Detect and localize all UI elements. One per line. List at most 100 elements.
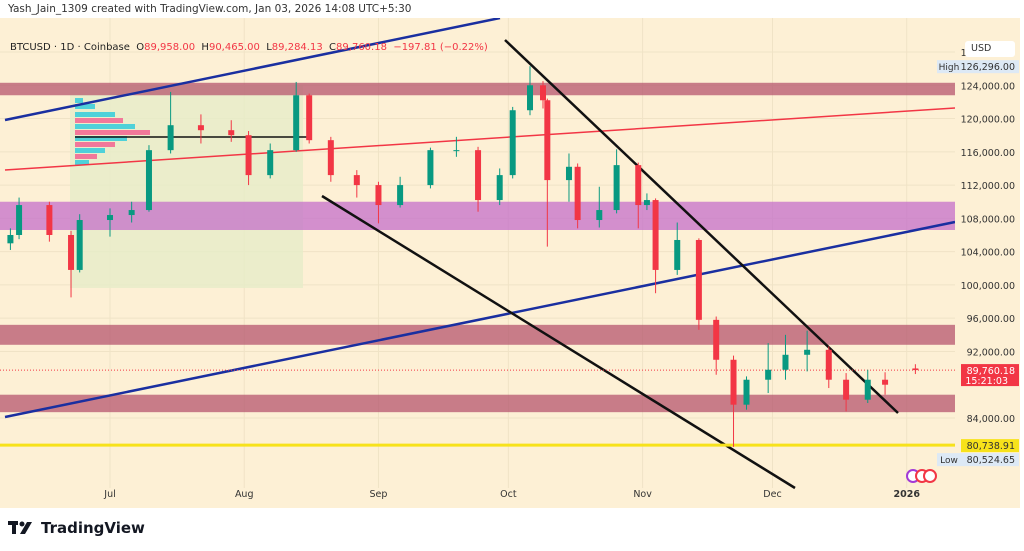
y-tick-label: 92,000.00	[967, 347, 1015, 358]
price-label: 89,760.18	[967, 366, 1015, 377]
price-label-bg	[961, 439, 1019, 453]
x-tick-label: 2026	[893, 489, 920, 500]
low-value: 89,284.13	[271, 42, 323, 53]
price-label-tag-bg	[937, 453, 961, 467]
candle-body	[245, 135, 252, 176]
zone-zone_red	[0, 324, 955, 345]
candle-body	[107, 215, 113, 221]
candle-body	[574, 166, 581, 221]
y-tick-label: 124,000.00	[961, 81, 1015, 92]
volume-profile-bar	[75, 118, 123, 123]
volume-profile-bar	[75, 136, 127, 141]
tradingview-logo-icon	[8, 521, 32, 534]
tradingview-logo: TradingView	[8, 519, 145, 537]
candle-body	[912, 368, 919, 371]
x-tick-label: Oct	[500, 489, 517, 500]
high-value: 90,465.00	[208, 42, 260, 53]
y-tick-label: 108,000.00	[961, 214, 1015, 225]
candle-body	[327, 140, 334, 176]
candle-body	[197, 125, 204, 131]
candle-body	[397, 185, 404, 206]
candle-body	[46, 205, 53, 235]
price-label-bg	[961, 364, 1019, 387]
lower-channel-line	[4, 220, 956, 419]
candle-body	[804, 349, 811, 355]
volume-profile-bar	[75, 124, 135, 129]
chart-credit: Yash_Jain_1309 created with TradingView.…	[8, 3, 412, 15]
candle-body	[527, 85, 534, 111]
zone-zone_red	[0, 394, 955, 413]
open-value: 89,958.00	[144, 42, 196, 53]
candle-body	[713, 319, 720, 360]
candle-body	[643, 200, 650, 206]
y-tick-label: 112,000.00	[961, 181, 1015, 192]
y-tick-label: 116,000.00	[961, 148, 1015, 159]
price-axis	[955, 18, 1020, 508]
x-tick-label: Jul	[103, 489, 115, 500]
y-tick-label: 120,000.00	[961, 115, 1015, 126]
candle-body	[843, 379, 850, 400]
candle-body	[128, 210, 135, 216]
candle-body	[544, 100, 551, 181]
price-label-tag: Low	[940, 456, 958, 466]
symbol-info: BTCUSD · 1D · Coinbase	[10, 42, 130, 53]
red-trend-line	[4, 107, 956, 171]
candle-body	[782, 354, 789, 370]
descending-support-line	[321, 194, 796, 490]
volume-profile-bar	[75, 142, 115, 147]
chart-area[interactable]: 128,000.00124,000.00120,000.00116,000.00…	[0, 18, 1020, 508]
candle-body	[375, 185, 382, 206]
volume-profile-bar	[75, 130, 150, 135]
volume-profile-bar	[75, 98, 83, 103]
close-value: 89,760.18	[336, 42, 387, 53]
volume-profile-bar	[75, 154, 97, 159]
y-tick-label: 96,000.00	[967, 314, 1015, 325]
y-tick-label: 84,000.00	[967, 414, 1015, 425]
event-icon	[923, 469, 937, 483]
candle-body	[427, 150, 434, 186]
volume-profile-bar	[75, 112, 115, 117]
candle-body	[882, 379, 889, 385]
candle-body	[475, 150, 482, 201]
price-label-tag: High	[939, 63, 960, 73]
upper-channel-line	[4, 18, 501, 122]
candle-body	[825, 349, 832, 380]
candle-body	[743, 379, 750, 405]
candle-body	[509, 110, 516, 176]
candle-body	[306, 95, 313, 141]
candle-body	[695, 239, 702, 320]
candle-body	[353, 175, 360, 186]
change-value: −197.81 (−0.22%)	[393, 42, 488, 53]
candle-body	[16, 205, 23, 235]
y-tick-label: 100,000.00	[961, 281, 1015, 292]
candle-body	[7, 234, 14, 244]
volume-profile-bar	[75, 104, 95, 109]
price-label-tag-bg	[937, 60, 961, 74]
candle-body	[765, 369, 772, 380]
volume-profile-bar	[75, 148, 105, 153]
candle-body	[167, 125, 174, 151]
candle-body	[596, 210, 603, 221]
candle-body	[635, 165, 642, 206]
price-label: 126,296.00	[961, 62, 1015, 73]
price-chart[interactable]: 128,000.00124,000.00120,000.00116,000.00…	[0, 18, 1020, 508]
currency-button[interactable]: USD	[965, 41, 1015, 57]
x-tick-label: Nov	[633, 489, 652, 500]
candle-body	[76, 220, 83, 270]
candle-body	[228, 130, 235, 136]
candle-body	[652, 200, 659, 270]
candle-body	[293, 95, 300, 151]
x-tick-label: Dec	[763, 489, 781, 500]
candle-body	[496, 175, 503, 201]
price-label-bg	[961, 60, 1019, 74]
candle-body	[267, 150, 274, 176]
descending-resistance-line	[504, 39, 899, 414]
candle-body	[145, 150, 152, 211]
candle-body	[540, 85, 546, 101]
candle-body	[565, 166, 572, 181]
price-label: 80,524.65	[967, 455, 1015, 466]
candle-body	[453, 150, 460, 152]
logo-text: TradingView	[41, 519, 145, 537]
candle-body	[674, 239, 681, 270]
candle-body	[730, 359, 737, 405]
